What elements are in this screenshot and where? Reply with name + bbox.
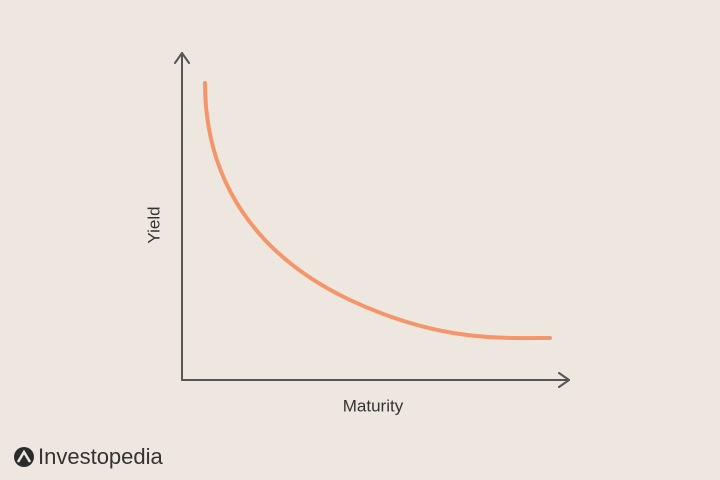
y-axis-label: Yield [144,206,163,243]
yield-curve [203,81,552,341]
brand-logo: Investopedia [14,444,164,469]
brand-icon-mark [16,449,32,463]
x-axis-arrow [558,372,570,388]
x-axis-label: Maturity [343,396,404,415]
y-axis-arrow [174,52,190,64]
brand-name: Investopedia [38,444,164,469]
axes [174,52,570,388]
